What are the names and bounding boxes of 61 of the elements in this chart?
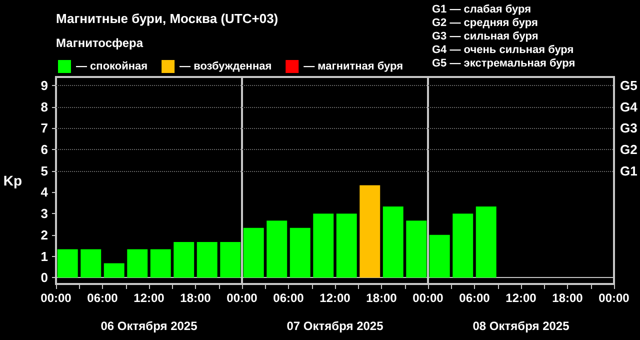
text: G3 — сильная буря bbox=[432, 30, 538, 42]
bar bbox=[196, 242, 218, 278]
ref-line-label: G4 bbox=[620, 99, 638, 114]
text: G4 — очень сильная буря bbox=[432, 44, 574, 56]
x-tick-label: 18:00 bbox=[552, 291, 584, 305]
bar bbox=[243, 228, 264, 278]
x-tick-label: 00:00 bbox=[598, 291, 630, 305]
x-tick-label: 06:00 bbox=[87, 291, 118, 305]
y-tick-label: 2 bbox=[40, 227, 48, 242]
x2-tick-label: 06 Октября 2025 bbox=[100, 319, 198, 333]
x-tick-label: 12:00 bbox=[506, 291, 537, 305]
legend-label: — возбужденная bbox=[180, 60, 272, 72]
ref-line-label: G1 bbox=[620, 163, 638, 178]
x-tick-label: 18:00 bbox=[180, 291, 212, 305]
x-tick-label: 00:00 bbox=[226, 291, 258, 305]
bar bbox=[360, 185, 380, 278]
bar bbox=[429, 234, 450, 278]
x-tick-label: 06:00 bbox=[273, 291, 304, 305]
bar bbox=[406, 220, 427, 278]
y-tick-label: 7 bbox=[40, 120, 48, 136]
y-tick-label: 3 bbox=[40, 206, 48, 222]
y-tick-label: 5 bbox=[40, 163, 48, 178]
y-tick-label: 0 bbox=[40, 270, 48, 286]
y-tick-label: 8 bbox=[40, 99, 48, 114]
x-tick-label: 18:00 bbox=[366, 291, 398, 305]
bar bbox=[476, 206, 496, 278]
y-axis-title: Kp bbox=[3, 172, 22, 188]
x-tick-label: 12:00 bbox=[320, 291, 351, 305]
y-tick-label: 4 bbox=[40, 184, 49, 200]
ref-line-label: G5 bbox=[620, 78, 638, 94]
bar bbox=[127, 249, 148, 278]
y-tick-label: 1 bbox=[40, 248, 48, 264]
bar bbox=[452, 214, 474, 278]
bar bbox=[313, 214, 334, 278]
chart-title: Магнитные бури, Москва (UTC+03) bbox=[56, 11, 278, 26]
x-tick-label: 12:00 bbox=[134, 291, 165, 305]
bar bbox=[266, 220, 288, 278]
y-tick-label: 9 bbox=[40, 78, 48, 94]
x-tick-label: 06:00 bbox=[459, 291, 490, 305]
bar bbox=[80, 249, 102, 278]
bar bbox=[150, 249, 171, 278]
bar bbox=[220, 242, 241, 278]
text: G2 — средняя буря bbox=[432, 17, 538, 29]
x-tick-label: 00:00 bbox=[40, 291, 72, 305]
bar bbox=[174, 242, 194, 278]
ref-line-label: G3 bbox=[620, 120, 638, 136]
legend-title: Магнитосфера bbox=[56, 36, 144, 50]
text: G5 — экстремальная буря bbox=[432, 58, 576, 70]
x-tick-label: 00:00 bbox=[412, 291, 444, 305]
x2-tick-label: 07 Октября 2025 bbox=[286, 319, 384, 333]
bar bbox=[104, 263, 124, 278]
text: G1 — слабая буря bbox=[432, 4, 532, 16]
legend-label: — спокойная bbox=[76, 60, 148, 72]
y-tick-label: 6 bbox=[40, 142, 48, 158]
bar bbox=[57, 249, 78, 278]
bar bbox=[336, 214, 357, 278]
ref-line-label: G2 bbox=[620, 142, 638, 158]
bar bbox=[382, 206, 404, 278]
x2-tick-label: 08 Октября 2025 bbox=[472, 319, 570, 333]
legend-label: — магнитная буря bbox=[304, 60, 404, 72]
bar bbox=[290, 228, 310, 278]
